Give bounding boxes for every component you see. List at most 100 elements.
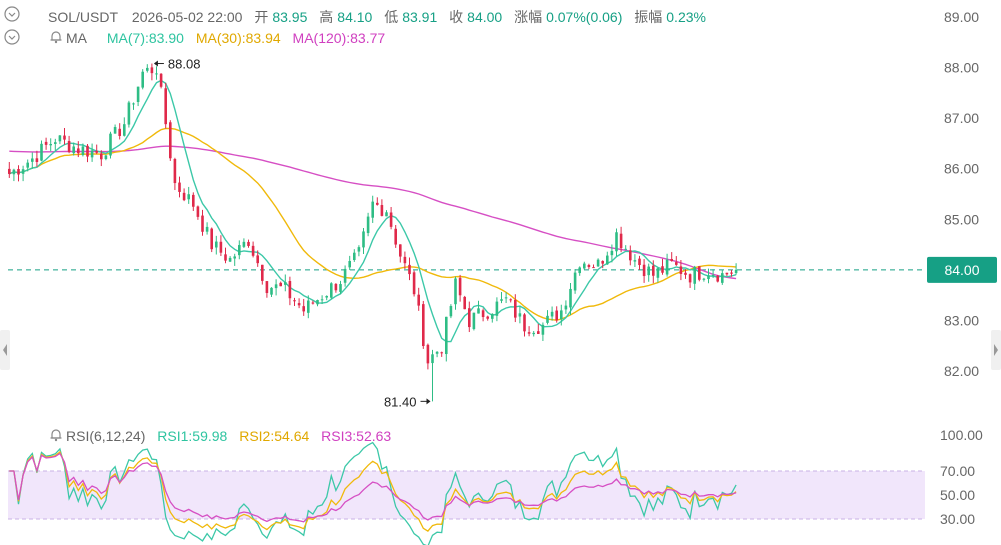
candle-body xyxy=(633,260,637,262)
candle-body xyxy=(504,297,508,299)
candle-body xyxy=(127,102,131,125)
current-price-tag xyxy=(927,256,997,283)
candle-body xyxy=(693,266,696,284)
candle-body xyxy=(555,310,558,321)
candle-body xyxy=(394,228,397,245)
candle-body xyxy=(725,272,729,275)
chevron-right-icon xyxy=(994,344,998,356)
rsi-tick-label: 50.00 xyxy=(940,487,975,503)
datetime-label: 2026-05-02 22:00 xyxy=(131,9,243,25)
candle-body xyxy=(509,299,512,301)
candle-body xyxy=(486,316,489,319)
candle-body xyxy=(72,146,75,154)
symbol-label: SOL/USDT xyxy=(48,9,119,25)
price-tick-label: 85.00 xyxy=(944,211,979,227)
candle-body xyxy=(716,275,719,282)
rsi1-value: RSI1:59.98 xyxy=(157,428,228,444)
candle-body xyxy=(670,259,673,261)
candle-body xyxy=(610,250,614,256)
price-header: SOL/USDT 2026-05-02 22:00 开 83.95 高 84.10 … xyxy=(48,7,710,27)
rsi-line-rsi1 xyxy=(9,441,737,545)
candle-body xyxy=(146,67,149,71)
candle-body xyxy=(219,241,223,253)
rsi-title: RSI(6,12,24) xyxy=(66,428,146,444)
candle-body xyxy=(265,281,269,294)
ma-collapse-icon[interactable] xyxy=(4,29,20,45)
candle-body xyxy=(49,143,52,146)
candle-body xyxy=(31,158,34,162)
close-label: 收 xyxy=(449,9,464,25)
candle-body xyxy=(454,278,457,305)
candle-body xyxy=(164,88,167,125)
candle-body xyxy=(560,310,563,320)
low-label: 低 xyxy=(384,9,399,25)
bell-icon[interactable] xyxy=(48,29,64,45)
candle-body xyxy=(435,351,439,354)
change-label: 涨幅 xyxy=(514,9,543,25)
candle-body xyxy=(90,150,94,158)
candle-body xyxy=(17,169,20,175)
scroll-right-handle[interactable] xyxy=(991,330,1001,370)
candle-body xyxy=(215,241,218,248)
candle-body xyxy=(348,260,351,268)
candle-body xyxy=(132,103,135,105)
candle-body xyxy=(274,284,278,289)
high-marker-label: 88.08 xyxy=(168,57,201,72)
candle-body xyxy=(201,215,204,232)
collapse-icon[interactable] xyxy=(4,6,20,22)
candle-body xyxy=(136,86,140,102)
rsi-tick-label: 30.00 xyxy=(940,511,975,527)
ma30-value: MA(30):83.94 xyxy=(195,30,281,46)
candle-body xyxy=(399,244,402,257)
rsi-bell-icon[interactable] xyxy=(48,427,64,443)
candle-body xyxy=(702,278,706,280)
candle-body xyxy=(629,250,632,261)
candle-body xyxy=(123,124,126,136)
candle-body xyxy=(256,255,259,264)
candle-body xyxy=(316,300,319,305)
candle-body xyxy=(711,275,715,277)
candle-body xyxy=(537,331,540,334)
candle-body xyxy=(343,268,347,283)
candle-body xyxy=(58,135,62,142)
candle-body xyxy=(730,272,733,274)
candle-body xyxy=(320,299,324,301)
ma7-value: MA(7):83.90 xyxy=(106,30,184,46)
candle-body xyxy=(523,314,526,332)
candle-body xyxy=(546,315,549,323)
candle-body xyxy=(652,265,655,276)
candle-body xyxy=(371,201,374,218)
amp-value: 0.23% xyxy=(666,9,706,25)
candle-body xyxy=(155,73,158,75)
candle-body xyxy=(86,145,89,157)
close-value: 84.00 xyxy=(467,9,503,25)
candle-body xyxy=(431,354,434,364)
candle-body xyxy=(440,352,443,354)
price-tick-label: 88.00 xyxy=(944,60,979,76)
candle-body xyxy=(389,212,393,227)
candle-body xyxy=(238,245,241,256)
candle-body xyxy=(196,206,200,217)
candle-body xyxy=(665,259,669,275)
candle-body xyxy=(445,316,448,355)
candle-body xyxy=(210,228,213,250)
candle-body xyxy=(408,264,411,275)
scroll-left-handle[interactable] xyxy=(0,330,10,370)
candle-body xyxy=(339,284,342,292)
candle-body xyxy=(150,67,154,74)
candle-body xyxy=(624,248,627,250)
candle-body xyxy=(495,301,499,316)
candle-body xyxy=(12,169,16,175)
ma30-line xyxy=(9,127,737,321)
candle-body xyxy=(449,306,453,317)
candle-body xyxy=(21,169,25,174)
candle-body xyxy=(325,296,328,298)
price-tick-label: 87.00 xyxy=(944,110,979,126)
candle-body xyxy=(385,212,388,217)
rsi3-value: RSI3:52.63 xyxy=(321,428,392,444)
rsi-line-rsi3 xyxy=(9,452,737,523)
candle-body xyxy=(288,281,292,299)
candle-body xyxy=(224,254,227,261)
